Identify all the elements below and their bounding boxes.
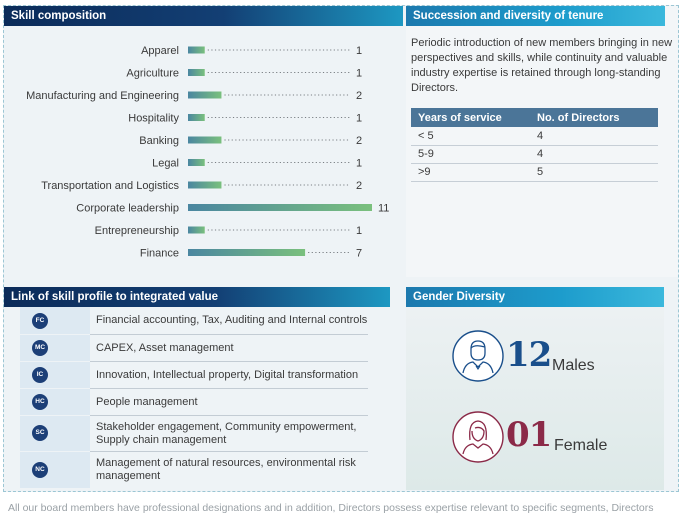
bar [188, 159, 205, 166]
badge-cell [20, 362, 90, 388]
value-label: 11 [378, 203, 389, 215]
list-item: SC Stakeholder engagement, Community emp… [4, 416, 390, 451]
category-label: Transportation and Logistics [41, 180, 179, 192]
value-label: 2 [356, 135, 362, 147]
row-divider [90, 334, 368, 335]
row-divider [90, 415, 368, 416]
badge-cell [20, 307, 90, 334]
list-item: NC Management of natural resources, envi… [4, 452, 390, 488]
capital-badge: FC [32, 313, 48, 329]
link-item-text: Management of natural resources, environ… [96, 457, 356, 482]
link-profile-header: Link of skill profile to integrated valu… [4, 287, 390, 307]
category-label: Agriculture [126, 68, 179, 80]
category-label: Entrepreneurship [95, 225, 179, 237]
link-item-text: CAPEX, Asset management [96, 341, 234, 354]
male-person-icon [452, 330, 504, 382]
row-divider [90, 451, 368, 452]
tenure-table: Years of service No. of Directors < 5 4 … [411, 108, 658, 182]
category-label: Apparel [141, 45, 179, 57]
list-item: FC Financial accounting, Tax, Auditing a… [4, 307, 390, 334]
category-label: Finance [140, 248, 179, 260]
category-label: Legal [152, 158, 179, 170]
male-label: Males [552, 357, 595, 374]
column-header-years: Years of service [411, 108, 530, 127]
gender-diversity-header: Gender Diversity [406, 287, 664, 307]
table-row: < 5 4 [411, 127, 658, 146]
column-header-directors: No. of Directors [530, 108, 658, 127]
category-label: Hospitality [128, 113, 179, 125]
row-divider [90, 361, 368, 362]
skill-composition-header: Skill composition [4, 6, 403, 26]
years-cell: 5-9 [411, 145, 530, 164]
link-item-text: People management [96, 395, 198, 408]
succession-panel: Succession and diversity of tenure Perio… [406, 6, 678, 277]
capital-badge: HC [32, 394, 48, 410]
succession-description: Periodic introduction of new members bri… [411, 37, 673, 94]
row-divider [90, 388, 368, 389]
female-person-icon [452, 411, 504, 463]
category-label: Banking [139, 135, 179, 147]
value-label: 1 [356, 68, 362, 80]
capital-badge: NC [32, 462, 48, 478]
badge-cell [20, 335, 90, 361]
bar [188, 46, 205, 54]
link-profile-panel: Link of skill profile to integrated valu… [4, 287, 390, 490]
capital-badge: SC [32, 425, 48, 441]
badge-cell [20, 416, 90, 451]
skill-composition-panel: Skill composition Apparel 1 Agriculture 1 Ma… [4, 6, 403, 277]
directors-cell: 5 [530, 163, 658, 182]
female-label: Female [554, 437, 608, 454]
bar [188, 181, 222, 189]
badge-cell [20, 452, 90, 488]
bar [188, 249, 306, 256]
directors-cell: 4 [530, 127, 658, 146]
directors-cell: 4 [530, 145, 658, 164]
years-cell: < 5 [411, 127, 530, 146]
link-item-text: Innovation, Intellectual property, Digit… [96, 368, 359, 381]
value-label: 2 [356, 180, 362, 192]
link-item-text: Financial accounting, Tax, Auditing and … [96, 314, 368, 326]
bar [188, 204, 372, 211]
years-cell: >9 [411, 163, 530, 182]
bar [188, 91, 222, 99]
bar [188, 226, 205, 234]
value-label: 7 [356, 248, 362, 260]
table-row: >9 5 [411, 163, 658, 182]
capital-badge: IC [32, 367, 48, 383]
link-item-text: Stakeholder engagement, Community empowe… [96, 420, 357, 446]
table-header-row: Years of service No. of Directors [411, 108, 658, 127]
value-label: 1 [356, 113, 362, 125]
succession-header: Succession and diversity of tenure [406, 6, 665, 26]
list-item: MC CAPEX, Asset management [4, 335, 390, 361]
female-count: 01 [506, 415, 552, 455]
male-count: 12 [506, 335, 552, 375]
bar [188, 114, 205, 121]
capital-badge: MC [32, 340, 48, 356]
category-label: Corporate leadership [76, 203, 179, 215]
value-label: 1 [356, 225, 362, 237]
list-item: IC Innovation, Intellectual property, Di… [4, 362, 390, 388]
footnote-text: All our board members have professional … [8, 502, 654, 514]
list-item: HC People management [4, 389, 390, 415]
skill-composition-chart: Apparel 1 Agriculture 1 Manufacturing and En… [26, 45, 389, 260]
badge-cell [20, 389, 90, 415]
gender-diversity-panel: Gender Diversity 12 Males 01 Female [406, 287, 664, 490]
table-row: 5-9 4 [411, 145, 658, 164]
bar [188, 136, 222, 144]
value-label: 1 [356, 45, 362, 57]
value-label: 2 [356, 90, 362, 102]
value-label: 1 [356, 158, 362, 170]
bar [188, 69, 205, 76]
category-label: Manufacturing and Engineering [26, 90, 179, 102]
